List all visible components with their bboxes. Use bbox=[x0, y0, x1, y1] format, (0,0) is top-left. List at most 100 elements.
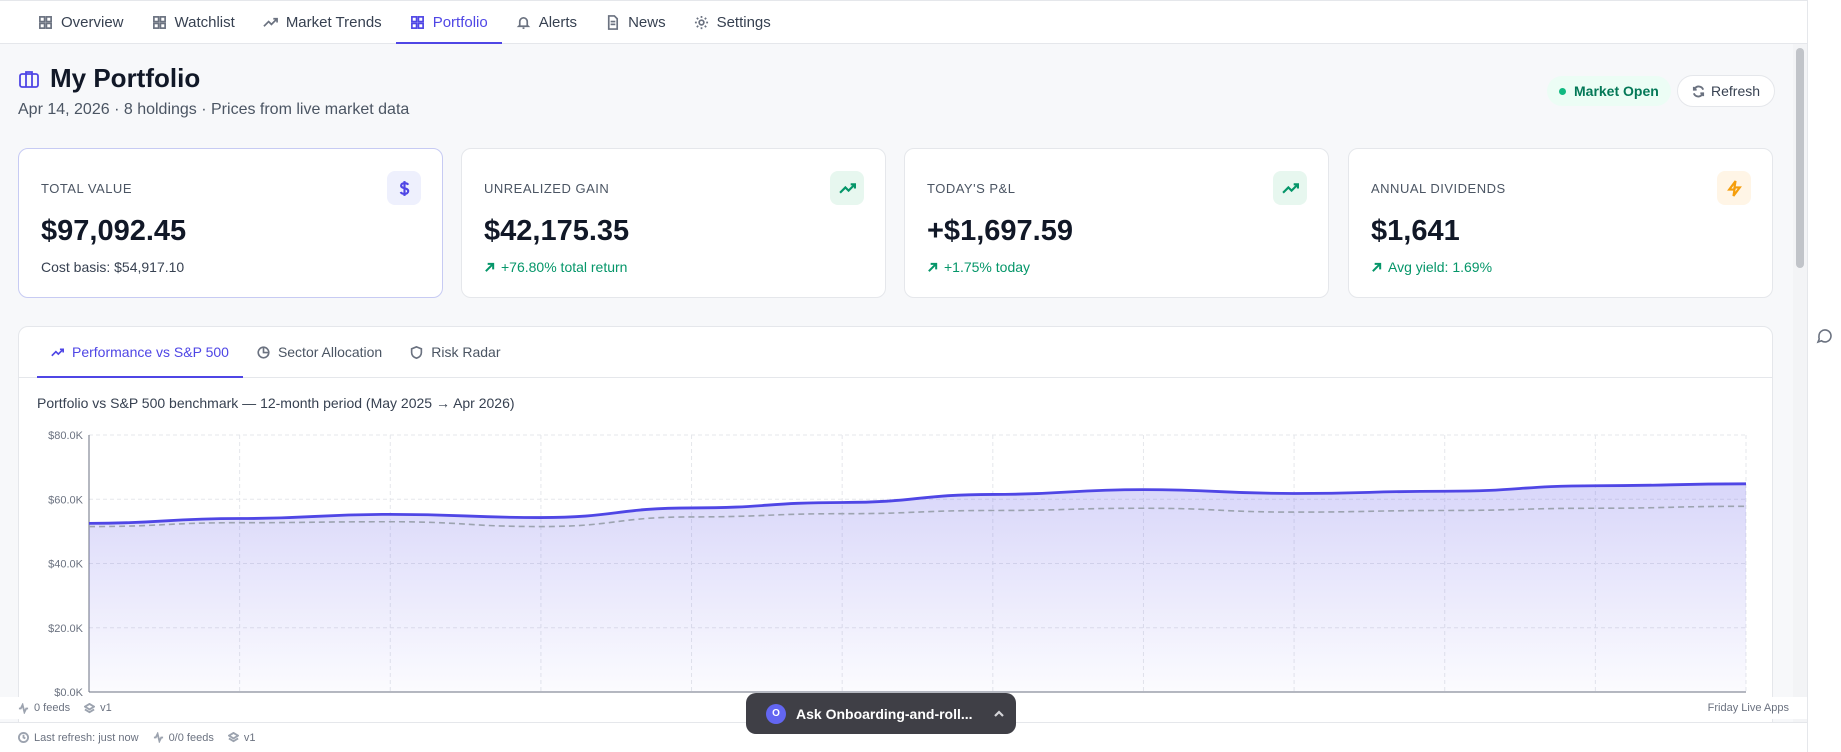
pie-icon bbox=[257, 345, 270, 359]
right-rail bbox=[1807, 0, 1841, 752]
y-tick-label: $60.0K bbox=[48, 494, 84, 506]
clock-icon bbox=[18, 732, 29, 743]
top-nav: Overview Watchlist Market Trends Portfol… bbox=[0, 0, 1807, 44]
card-total-value[interactable]: TOTAL VALUE $97,092.45 Cost basis: $54,9… bbox=[18, 148, 443, 298]
nav-alerts[interactable]: Alerts bbox=[502, 1, 591, 43]
y-tick-label: $40.0K bbox=[48, 559, 84, 571]
chevron-up-icon bbox=[993, 709, 1004, 717]
version-status-2: v1 bbox=[227, 732, 255, 744]
market-status-label: Market Open bbox=[1574, 83, 1659, 99]
status-dot bbox=[1559, 87, 1566, 95]
card-value: $1,641 bbox=[1371, 215, 1460, 247]
feeds-ratio: 0/0 feeds bbox=[153, 732, 214, 744]
last-refresh: Last refresh: just now bbox=[18, 732, 139, 744]
activity-icon bbox=[153, 732, 163, 743]
refresh-button[interactable]: Refresh bbox=[1677, 75, 1776, 107]
last-refresh-label: Last refresh: just now bbox=[34, 731, 139, 744]
assistant-avatar: O bbox=[766, 703, 786, 724]
lightning-icon bbox=[1717, 171, 1751, 205]
card-sub-text: Avg yield: 1.69% bbox=[1388, 259, 1493, 275]
nav-label: Watchlist bbox=[174, 13, 235, 31]
dollar-icon bbox=[387, 171, 421, 205]
card-todays-pl[interactable]: TODAY'S P&L +$1,697.59 +1.75% today bbox=[904, 148, 1329, 298]
tab-performance[interactable]: Performance vs S&P 500 bbox=[37, 327, 243, 378]
trending-up-icon bbox=[1273, 171, 1307, 205]
nav-market-trends[interactable]: Market Trends bbox=[249, 1, 396, 43]
chart-caption: Portfolio vs S&P 500 benchmark — 12-mont… bbox=[37, 395, 515, 411]
tab-sector-allocation[interactable]: Sector Allocation bbox=[243, 327, 396, 377]
layers-icon bbox=[227, 732, 239, 743]
scrollbar[interactable] bbox=[1793, 44, 1807, 724]
activity-icon bbox=[18, 702, 29, 714]
nav-label: News bbox=[628, 13, 666, 31]
page-subtitle: Apr 14, 2026 · 8 holdings · Prices from … bbox=[18, 101, 410, 118]
nav-settings[interactable]: Settings bbox=[680, 1, 785, 43]
arrow-up-right-icon bbox=[928, 262, 938, 272]
arrow-up-right-icon bbox=[485, 262, 495, 272]
card-label: TODAY'S P&L bbox=[927, 181, 1016, 196]
nav-label: Alerts bbox=[538, 13, 578, 31]
page-title-text: My Portfolio bbox=[50, 63, 201, 93]
y-tick-label: $0.0K bbox=[54, 687, 83, 699]
tab-label: Risk Radar bbox=[431, 344, 501, 360]
grid-icon bbox=[410, 15, 424, 29]
market-status-badge: Market Open bbox=[1547, 76, 1671, 106]
portfolio-area bbox=[89, 483, 1746, 692]
tab-label: Performance vs S&P 500 bbox=[72, 344, 229, 360]
grid-icon bbox=[39, 15, 52, 29]
chart-tabs: Performance vs S&P 500 Sector Allocation… bbox=[19, 327, 1772, 378]
arrow-up-right-icon bbox=[1372, 262, 1382, 272]
card-sub: +1.75% today bbox=[927, 259, 1030, 275]
tab-risk-radar[interactable]: Risk Radar bbox=[396, 327, 514, 377]
shield-icon bbox=[411, 345, 423, 359]
grid-icon bbox=[152, 15, 166, 29]
y-tick-label: $80.0K bbox=[48, 430, 84, 442]
card-label: ANNUAL DIVIDENDS bbox=[1371, 181, 1506, 196]
chart-panel: Performance vs S&P 500 Sector Allocation… bbox=[18, 326, 1773, 752]
nav-watchlist[interactable]: Watchlist bbox=[138, 1, 249, 43]
nav-label: Settings bbox=[716, 13, 771, 31]
trending-up-icon bbox=[51, 347, 64, 356]
assistant-label: Ask Onboarding-and-roll... bbox=[796, 705, 973, 722]
card-value: $42,175.35 bbox=[484, 215, 630, 247]
feeds-label: 0 feeds bbox=[34, 702, 71, 714]
nav-news[interactable]: News bbox=[591, 1, 680, 43]
page-title: My Portfolio bbox=[18, 63, 200, 94]
nav-label: Overview bbox=[61, 13, 124, 31]
card-label: TOTAL VALUE bbox=[41, 181, 132, 196]
refresh-label: Refresh bbox=[1711, 83, 1761, 99]
feeds-ratio-label: 0/0 feeds bbox=[168, 731, 214, 744]
trending-up-icon bbox=[830, 171, 864, 205]
feeds-status: 0 feeds bbox=[18, 702, 70, 714]
briefcase-icon bbox=[19, 70, 39, 88]
performance-chart: $80.0K $60.0K $40.0K $20.0K $0.0K bbox=[48, 430, 1747, 699]
card-sub: Cost basis: $54,917.10 bbox=[41, 259, 185, 275]
scroll-thumb[interactable] bbox=[1796, 48, 1804, 268]
layers-icon bbox=[84, 702, 96, 713]
nav-label: Market Trends bbox=[285, 13, 382, 31]
ask-assistant-button[interactable]: O Ask Onboarding-and-roll... bbox=[746, 693, 1016, 734]
nav-overview[interactable]: Overview bbox=[24, 1, 138, 43]
brand-label: Friday Live Apps bbox=[1707, 702, 1789, 714]
refresh-icon bbox=[1692, 85, 1705, 97]
portfolio-line bbox=[88, 482, 1747, 525]
version-label: v1 bbox=[100, 702, 112, 714]
card-sub-text: +76.80% total return bbox=[501, 259, 628, 275]
comment-icon[interactable] bbox=[1816, 327, 1834, 345]
gear-icon bbox=[694, 15, 708, 29]
card-label: UNREALIZED GAIN bbox=[484, 181, 610, 196]
card-value: +$1,697.59 bbox=[927, 215, 1073, 247]
tab-label: Sector Allocation bbox=[277, 344, 383, 360]
nav-label: Portfolio bbox=[432, 13, 488, 31]
card-sub-text: +1.75% today bbox=[944, 259, 1031, 275]
card-sub: +76.80% total return bbox=[484, 259, 627, 275]
nav-portfolio[interactable]: Portfolio bbox=[395, 1, 502, 44]
y-tick-label: $20.0K bbox=[48, 623, 84, 635]
card-unrealized-gain[interactable]: UNREALIZED GAIN $42,175.35 +76.80% total… bbox=[461, 148, 886, 298]
document-icon bbox=[607, 14, 619, 30]
card-sub: Avg yield: 1.69% bbox=[1371, 259, 1492, 275]
trending-up-icon bbox=[263, 17, 278, 27]
card-annual-dividends[interactable]: ANNUAL DIVIDENDS $1,641 Avg yield: 1.69% bbox=[1348, 148, 1773, 298]
card-value: $97,092.45 bbox=[41, 215, 187, 247]
bell-icon bbox=[516, 16, 530, 29]
